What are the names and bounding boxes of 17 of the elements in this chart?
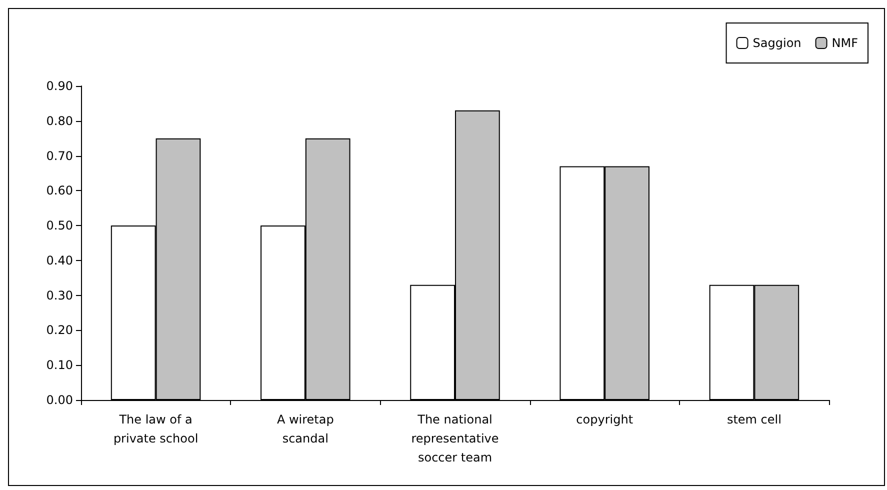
- x-tick-label: copyright: [576, 412, 634, 426]
- y-tick-label: 0.00: [46, 393, 73, 407]
- y-tick-label: 0.10: [46, 358, 73, 372]
- y-tick-label: 0.40: [46, 253, 73, 268]
- x-tick-label: The law of a private school: [113, 412, 198, 446]
- legend-label: NMF: [832, 36, 858, 50]
- y-tick-label: 0.20: [46, 323, 73, 338]
- legend-label: Saggion: [752, 36, 802, 50]
- y-tick-label: 0.50: [46, 218, 73, 233]
- y-tick-label: 0.30: [46, 288, 73, 302]
- x-tick-label: A wiretap scandal: [276, 412, 334, 446]
- y-tick-label: 0.60: [46, 184, 73, 198]
- x-tick-label: The national representative soccer team: [411, 412, 499, 464]
- x-tick-label: stem cell: [726, 412, 782, 426]
- y-tick-label: 0.90: [46, 79, 73, 93]
- y-tick-label: 0.70: [46, 148, 73, 163]
- y-tick-label: 0.80: [46, 114, 73, 128]
